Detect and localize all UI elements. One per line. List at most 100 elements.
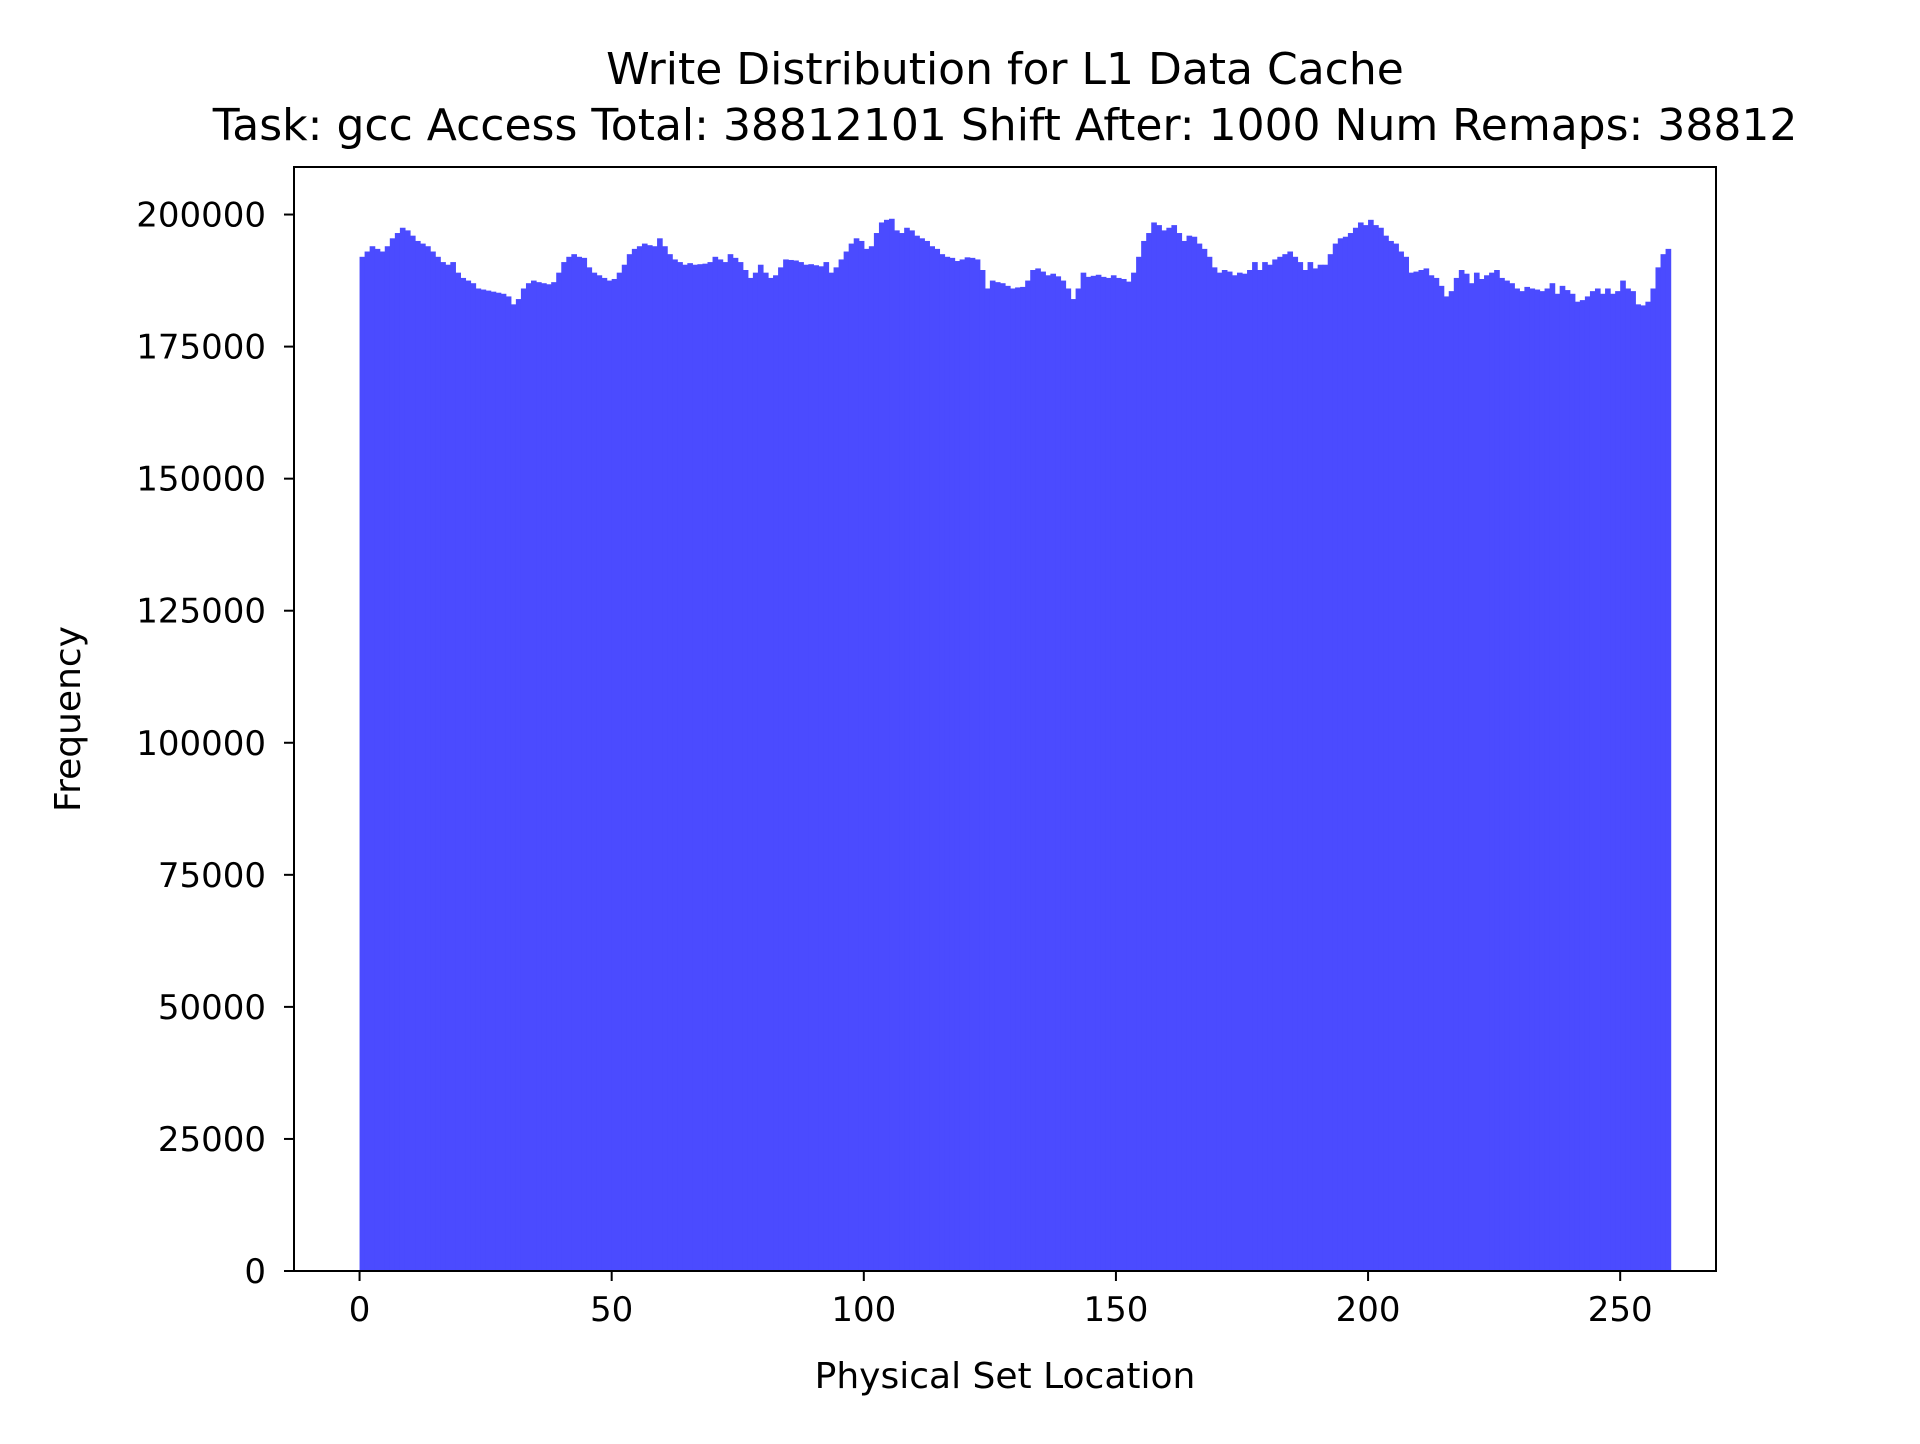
- histogram-bar: [1171, 225, 1178, 1272]
- x-tick-label: 200: [1336, 1290, 1401, 1330]
- histogram-bar: [1569, 293, 1576, 1271]
- histogram-bar: [1226, 271, 1233, 1272]
- histogram-bar: [954, 261, 961, 1271]
- histogram-bar: [1020, 286, 1026, 1271]
- histogram-bar: [1060, 280, 1067, 1271]
- histogram-bar: [1499, 277, 1505, 1271]
- histogram-bar: [636, 246, 643, 1272]
- histogram-bar: [974, 259, 981, 1271]
- histogram-bar: [657, 238, 663, 1271]
- histogram-bar: [1252, 262, 1258, 1272]
- histogram-bar: [1615, 291, 1621, 1271]
- histogram-bar: [707, 262, 714, 1272]
- histogram-bar: [1120, 278, 1127, 1272]
- histogram-bar: [652, 246, 658, 1272]
- histogram-bar: [737, 262, 744, 1272]
- histogram-bar: [1635, 304, 1641, 1272]
- histogram-bar: [1090, 275, 1097, 1271]
- histogram-bar: [773, 275, 779, 1271]
- histogram-bar: [1524, 286, 1531, 1271]
- histogram-bar: [531, 280, 537, 1271]
- histogram-bar: [1156, 225, 1162, 1272]
- histogram-bar: [1136, 256, 1142, 1271]
- histogram-bar: [1473, 272, 1480, 1271]
- histogram-bar: [591, 272, 598, 1271]
- histogram-bar: [1393, 243, 1399, 1272]
- histogram-bar: [1479, 278, 1485, 1272]
- histogram-bar: [1186, 235, 1193, 1271]
- x-axis-label: Physical Set Location: [815, 1356, 1196, 1397]
- histogram-bar: [1509, 283, 1515, 1272]
- histogram-bar: [1297, 262, 1304, 1272]
- histogram-bar: [919, 238, 925, 1271]
- histogram-bar: [672, 259, 678, 1271]
- histogram-bar: [1100, 276, 1107, 1271]
- histogram-bar: [1196, 243, 1203, 1272]
- histogram-bar: [682, 264, 688, 1272]
- histogram-bar: [1262, 262, 1268, 1272]
- histogram-bar: [752, 272, 759, 1271]
- histogram-bar: [979, 270, 986, 1271]
- histogram-bar: [515, 299, 522, 1271]
- histogram-bar: [858, 240, 865, 1272]
- histogram-bar: [1443, 296, 1450, 1271]
- histogram-bar: [889, 218, 895, 1271]
- histogram-bar: [1126, 281, 1132, 1271]
- histogram-bar: [1584, 296, 1591, 1271]
- histogram-bar: [425, 246, 431, 1272]
- histogram-bar: [1231, 275, 1238, 1271]
- histogram-bar: [1342, 236, 1349, 1272]
- histogram-bar: [1605, 288, 1611, 1271]
- histogram-bar: [1282, 254, 1288, 1271]
- histogram-bar: [1373, 225, 1379, 1272]
- histogram-bar: [1332, 243, 1339, 1272]
- histogram-bar: [712, 256, 719, 1271]
- histogram-bar: [1519, 291, 1525, 1271]
- histogram-bar: [924, 240, 930, 1272]
- histogram-bar: [1448, 291, 1455, 1271]
- histogram-bar: [364, 251, 371, 1271]
- histogram-bar: [369, 246, 376, 1272]
- histogram-bar: [1630, 291, 1636, 1271]
- histogram-bar: [480, 289, 487, 1271]
- histogram-bar: [566, 256, 572, 1271]
- histogram-bar: [1191, 236, 1198, 1272]
- histogram-bar: [883, 219, 890, 1271]
- y-tick-label: 200000: [136, 196, 266, 236]
- histogram-bar: [1347, 233, 1354, 1271]
- histogram-bar: [1080, 272, 1087, 1271]
- y-tick-label: 150000: [136, 460, 266, 500]
- histogram-bar: [702, 263, 709, 1271]
- x-tick-label: 100: [831, 1290, 896, 1330]
- histogram-bar: [1428, 275, 1435, 1271]
- chart-title: Write Distribution for L1 Data Cache: [606, 44, 1404, 95]
- histogram-bar: [1030, 270, 1036, 1271]
- histogram-bar: [445, 264, 451, 1272]
- histogram-bar: [1378, 227, 1384, 1271]
- histogram-bar: [1206, 256, 1213, 1271]
- histogram-bar: [1050, 273, 1057, 1271]
- histogram-bar: [1322, 264, 1329, 1272]
- histogram-bar: [520, 288, 527, 1271]
- y-tick-label: 50000: [158, 988, 266, 1028]
- x-axis-ticks: 0 50 100 150 200 250: [349, 1271, 1653, 1330]
- histogram-bar: [546, 284, 552, 1271]
- histogram-bar: [999, 283, 1006, 1272]
- histogram-bar: [1302, 270, 1309, 1271]
- histogram-bar: [465, 280, 472, 1271]
- histogram-bar: [389, 238, 396, 1271]
- histogram-bar: [1589, 291, 1596, 1271]
- histogram-bar: [1388, 240, 1394, 1272]
- histogram-bar: [536, 282, 542, 1271]
- histogram-bar: [1151, 222, 1157, 1272]
- histogram-bar: [989, 280, 996, 1271]
- histogram-bar: [1040, 271, 1046, 1272]
- histogram-bar: [1015, 287, 1021, 1271]
- histogram-bar: [853, 238, 860, 1271]
- histogram-bar: [1327, 254, 1334, 1271]
- histogram-bar: [768, 277, 774, 1271]
- histogram-bar: [1494, 270, 1500, 1271]
- histogram-bar: [848, 243, 855, 1272]
- histogram-bar: [1141, 240, 1147, 1272]
- histogram-bar: [1413, 271, 1420, 1272]
